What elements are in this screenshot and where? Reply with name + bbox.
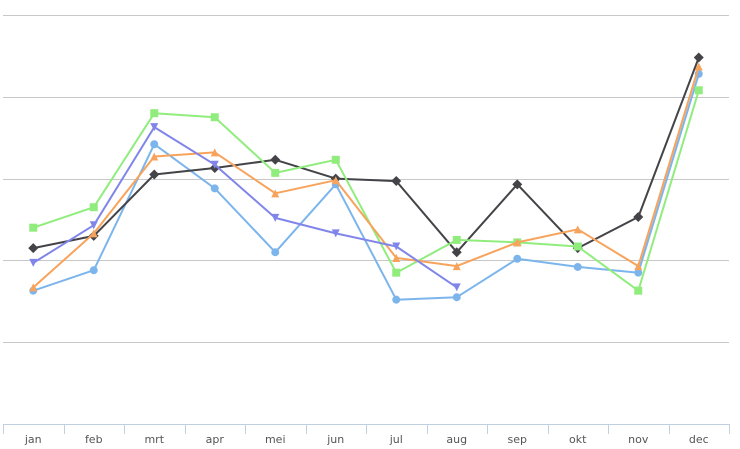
- series-1-point-okt: [573, 262, 582, 271]
- series-group: [28, 52, 704, 304]
- series-4-point-apr: [210, 148, 219, 157]
- series-4-point-jun: [331, 176, 340, 185]
- x-tick-label-sep: sep: [508, 433, 527, 446]
- series-1-point-sep: [513, 254, 522, 263]
- series-3-point-mei: [271, 168, 280, 177]
- series-4-point-nov: [634, 262, 643, 271]
- series-5-point-aug: [452, 283, 461, 292]
- series-4-point-jul: [392, 253, 401, 262]
- series-2-point-nov: [633, 212, 644, 223]
- series-5-point-mei: [271, 213, 280, 222]
- series-3-point-apr: [210, 113, 219, 122]
- series-4-point-mei: [271, 189, 280, 198]
- series-4-point-okt: [573, 225, 582, 234]
- series-5-point-apr: [210, 160, 219, 169]
- series-1-point-jul: [392, 295, 401, 304]
- series-2: [28, 52, 704, 258]
- series-5-point-mrt: [150, 123, 159, 132]
- series-4-point-jan: [29, 283, 38, 292]
- x-tick-label-okt: okt: [569, 433, 587, 446]
- x-tick-label-jan: jan: [24, 433, 42, 446]
- series-1-point-feb: [89, 266, 98, 275]
- series-3-point-dec: [694, 86, 703, 95]
- series-3-point-jul: [392, 268, 401, 277]
- series-4-point-dec: [694, 62, 703, 71]
- series-2-point-jan: [28, 243, 39, 254]
- series-4-point-sep: [513, 238, 522, 247]
- series-5-point-feb: [89, 221, 98, 230]
- series-3-point-jan: [29, 223, 38, 232]
- series-3-point-feb: [89, 203, 98, 212]
- series-5: [29, 123, 461, 292]
- series-3-point-mrt: [150, 109, 159, 118]
- series-4-point-feb: [89, 229, 98, 238]
- series-2-point-mei: [270, 154, 281, 165]
- x-tick-label-aug: aug: [446, 433, 467, 446]
- series-3-point-okt: [573, 242, 582, 251]
- x-tick-label-mrt: mrt: [144, 433, 164, 446]
- series-3-point-aug: [452, 235, 461, 244]
- series-1-point-mrt: [150, 140, 159, 149]
- x-tick-label-jun: jun: [326, 433, 344, 446]
- x-tick-label-nov: nov: [628, 433, 649, 446]
- series-2-point-dec: [693, 52, 704, 63]
- x-tick-label-dec: dec: [689, 433, 709, 446]
- series-4: [29, 62, 703, 292]
- series-5-point-jun: [331, 229, 340, 238]
- x-axis: [3, 424, 730, 434]
- series-1-point-nov: [634, 268, 643, 277]
- series-3-line: [32, 89, 700, 292]
- series-2-point-aug: [451, 247, 462, 258]
- x-tick-label-feb: feb: [85, 433, 103, 446]
- series-4-point-aug: [452, 262, 461, 271]
- series-3-point-jun: [331, 155, 340, 164]
- series-2-point-sep: [512, 179, 523, 190]
- series-2-point-mrt: [149, 169, 160, 180]
- series-1: [29, 69, 703, 304]
- series-5-line: [32, 126, 458, 289]
- series-3: [29, 86, 703, 295]
- x-tick-label-apr: apr: [206, 433, 225, 446]
- x-axis-labels: jan feb mrt apr mei jun jul aug sep okt nov dec: [24, 433, 709, 446]
- x-tick-label-jul: jul: [389, 433, 403, 446]
- series-1-line: [32, 72, 700, 301]
- series-2-line: [32, 56, 700, 254]
- x-tick-label-mei: mei: [265, 433, 286, 446]
- series-4-point-mrt: [150, 152, 159, 161]
- series-2-point-jul: [391, 176, 402, 187]
- series-1-point-apr: [210, 184, 219, 193]
- series-3-point-nov: [634, 286, 643, 295]
- series-5-point-jan: [29, 258, 38, 267]
- series-4-line: [32, 65, 700, 289]
- series-1-point-mei: [271, 248, 280, 257]
- series-1-point-aug: [452, 293, 461, 302]
- series-5-point-jul: [392, 242, 401, 251]
